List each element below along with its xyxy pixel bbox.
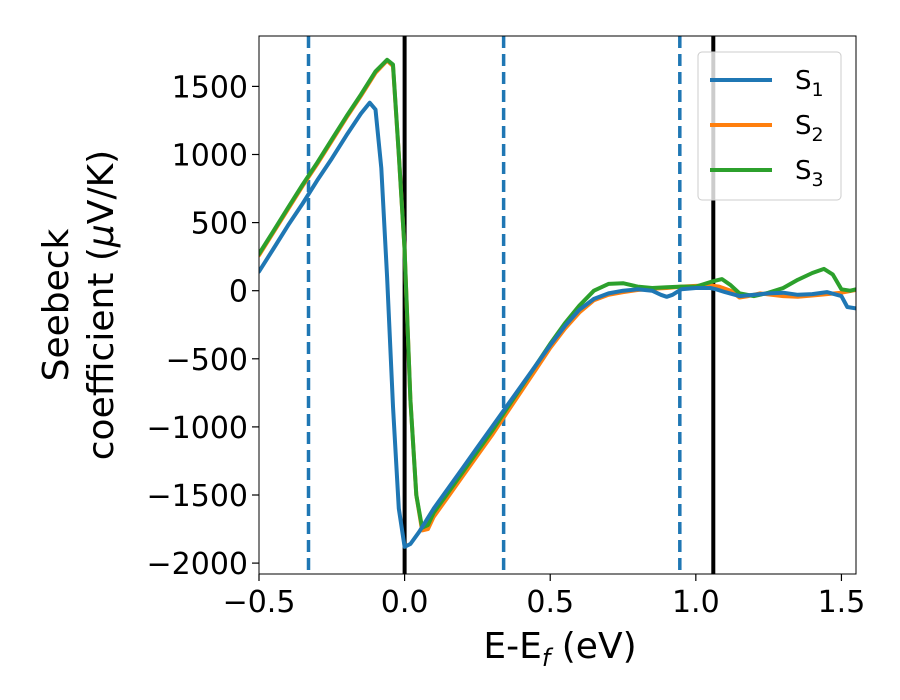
reference-lines [306, 36, 716, 574]
x-tick-label: −0.5 [223, 585, 296, 620]
y-tick-label: −500 [166, 343, 248, 378]
y-tick-label: 1500 [172, 70, 248, 105]
y-tick-label: 0 [229, 275, 248, 310]
x-tick-label: 1.0 [672, 585, 720, 620]
y-axis-title-line2: coefficient (μV/K) [81, 150, 122, 460]
plot-frame [258, 35, 857, 575]
y-axis-title: Seebeck coefficient (μV/K) [36, 150, 122, 460]
y-axis: 1500 1000 500 0 −500 −1000 −1500 −2000 [147, 70, 259, 582]
x-tick-label: 0.0 [381, 585, 429, 620]
y-tick-label: 500 [191, 207, 248, 242]
y-tick-label: −1000 [147, 411, 248, 446]
legend-entry-s2: S2 [710, 111, 824, 146]
y-axis-title-mu: μ [81, 224, 122, 248]
x-axis-title-main: E-E [483, 626, 541, 667]
y-tick-label: 1000 [172, 138, 248, 173]
y-axis-title-line2-prefix: coefficient ( [81, 247, 122, 460]
x-axis-title: E-Ef (eV) [483, 626, 636, 672]
y-axis-title-line2-suffix: V/K) [81, 150, 122, 224]
legend: S1 S2 S3 [697, 51, 842, 201]
y-axis-title-line1: Seebeck [36, 228, 77, 381]
series-layer [259, 57, 856, 549]
legend-entry-s1: S1 [710, 66, 824, 101]
y-tick-label: −2000 [147, 547, 248, 582]
legend-label: S3 [795, 156, 824, 191]
x-axis-title-suffix: (eV) [550, 626, 636, 667]
legend-label: S2 [795, 111, 824, 146]
x-axis: −0.5 0.0 0.5 1.0 1.5 [223, 574, 866, 620]
y-tick-label: −1500 [147, 479, 248, 514]
x-tick-label: 1.5 [818, 585, 866, 620]
x-tick-label: 0.5 [526, 585, 574, 620]
series-line-s1 [259, 100, 856, 549]
legend-entry-s3: S3 [710, 156, 824, 191]
legend-label: S1 [795, 66, 824, 101]
